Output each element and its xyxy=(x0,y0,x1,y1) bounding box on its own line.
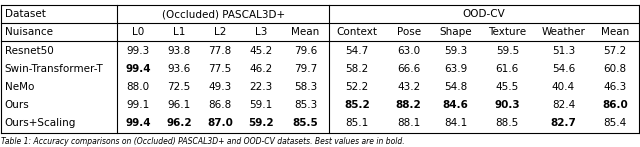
Text: 88.0: 88.0 xyxy=(126,82,150,92)
Text: 58.2: 58.2 xyxy=(346,64,369,74)
Text: Swin-Transformer-T: Swin-Transformer-T xyxy=(4,64,103,74)
Text: 45.5: 45.5 xyxy=(496,82,519,92)
Text: 79.6: 79.6 xyxy=(294,46,317,56)
Text: 84.6: 84.6 xyxy=(443,100,468,110)
Text: L2: L2 xyxy=(214,27,227,37)
Text: Dataset: Dataset xyxy=(4,9,45,19)
Text: 85.2: 85.2 xyxy=(344,100,370,110)
Text: Mean: Mean xyxy=(291,27,319,37)
Text: Weather: Weather xyxy=(541,27,586,37)
Text: Resnet50: Resnet50 xyxy=(4,46,53,56)
Text: 59.2: 59.2 xyxy=(248,118,274,128)
Text: 84.1: 84.1 xyxy=(444,118,467,128)
Text: Texture: Texture xyxy=(488,27,527,37)
Text: Pose: Pose xyxy=(397,27,420,37)
Text: Ours: Ours xyxy=(4,100,29,110)
Text: 87.0: 87.0 xyxy=(207,118,233,128)
Text: 46.3: 46.3 xyxy=(604,82,627,92)
Text: 60.8: 60.8 xyxy=(604,64,627,74)
Text: 72.5: 72.5 xyxy=(168,82,191,92)
Text: 99.3: 99.3 xyxy=(126,46,150,56)
Text: 59.5: 59.5 xyxy=(496,46,519,56)
Text: 59.3: 59.3 xyxy=(444,46,467,56)
Text: 46.2: 46.2 xyxy=(250,64,273,74)
Text: 85.4: 85.4 xyxy=(604,118,627,128)
Text: 51.3: 51.3 xyxy=(552,46,575,56)
Text: 85.5: 85.5 xyxy=(292,118,318,128)
Text: 63.0: 63.0 xyxy=(397,46,420,56)
Text: 99.1: 99.1 xyxy=(126,100,150,110)
Text: 77.8: 77.8 xyxy=(209,46,232,56)
Text: 77.5: 77.5 xyxy=(209,64,232,74)
Text: L3: L3 xyxy=(255,27,268,37)
Text: 66.6: 66.6 xyxy=(397,64,420,74)
Text: 22.3: 22.3 xyxy=(250,82,273,92)
Text: 82.4: 82.4 xyxy=(552,100,575,110)
Text: 45.2: 45.2 xyxy=(250,46,273,56)
Text: 54.6: 54.6 xyxy=(552,64,575,74)
Text: 61.6: 61.6 xyxy=(496,64,519,74)
Text: L0: L0 xyxy=(132,27,144,37)
Text: 59.1: 59.1 xyxy=(250,100,273,110)
Text: 54.8: 54.8 xyxy=(444,82,467,92)
Text: NeMo: NeMo xyxy=(4,82,34,92)
Text: 57.2: 57.2 xyxy=(604,46,627,56)
Text: 86.8: 86.8 xyxy=(209,100,232,110)
Text: 96.2: 96.2 xyxy=(166,118,192,128)
Text: 54.7: 54.7 xyxy=(346,46,369,56)
Text: Shape: Shape xyxy=(440,27,472,37)
Text: (Occluded) PASCAL3D+: (Occluded) PASCAL3D+ xyxy=(161,9,285,19)
Text: Context: Context xyxy=(337,27,378,37)
Text: L1: L1 xyxy=(173,27,185,37)
Text: 96.1: 96.1 xyxy=(168,100,191,110)
Text: OOD-CV: OOD-CV xyxy=(463,9,505,19)
Text: 58.3: 58.3 xyxy=(294,82,317,92)
Text: 88.5: 88.5 xyxy=(496,118,519,128)
Text: 40.4: 40.4 xyxy=(552,82,575,92)
Text: Mean: Mean xyxy=(601,27,629,37)
Text: 43.2: 43.2 xyxy=(397,82,420,92)
Text: 99.4: 99.4 xyxy=(125,64,150,74)
Text: 63.9: 63.9 xyxy=(444,64,467,74)
Text: 52.2: 52.2 xyxy=(346,82,369,92)
Text: 99.4: 99.4 xyxy=(125,118,150,128)
Text: 85.3: 85.3 xyxy=(294,100,317,110)
Text: Ours+Scaling: Ours+Scaling xyxy=(4,118,76,128)
Text: Nuisance: Nuisance xyxy=(4,27,52,37)
Text: 82.7: 82.7 xyxy=(550,118,577,128)
Text: 85.1: 85.1 xyxy=(346,118,369,128)
Text: 88.2: 88.2 xyxy=(396,100,422,110)
Text: 49.3: 49.3 xyxy=(209,82,232,92)
Text: Table 1: Accuracy comparisons on (Occluded) PASCAL3D+ and OOD-CV datasets. Best : Table 1: Accuracy comparisons on (Occlud… xyxy=(1,137,405,146)
Text: 88.1: 88.1 xyxy=(397,118,420,128)
Text: 93.6: 93.6 xyxy=(168,64,191,74)
Text: 90.3: 90.3 xyxy=(495,100,520,110)
Text: 86.0: 86.0 xyxy=(602,100,628,110)
Text: 93.8: 93.8 xyxy=(168,46,191,56)
Text: 79.7: 79.7 xyxy=(294,64,317,74)
